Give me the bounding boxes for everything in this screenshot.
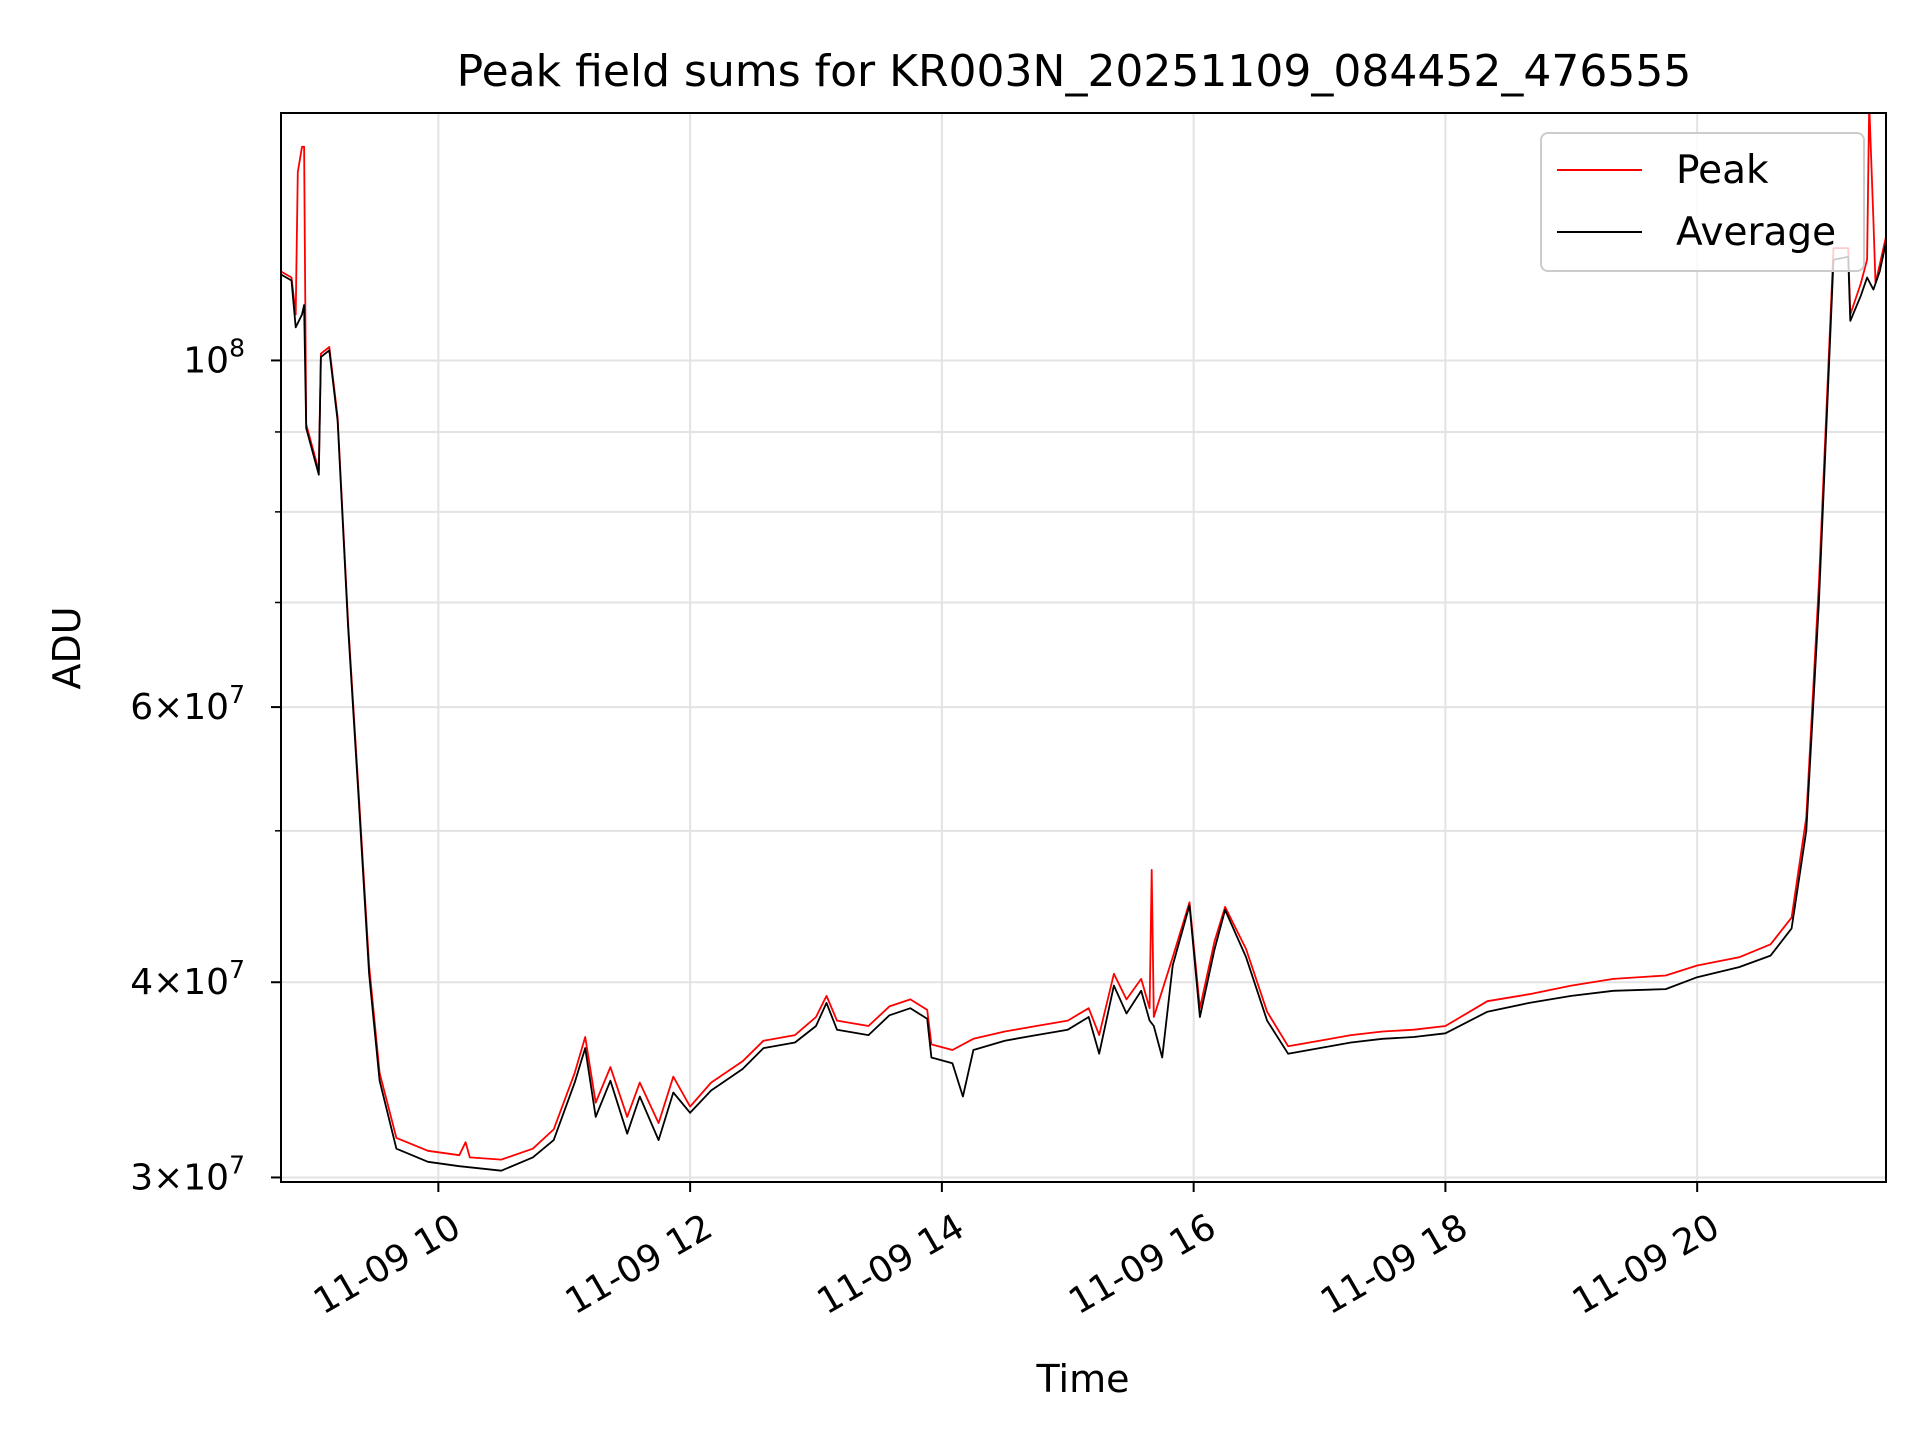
y-tick-label: 6×107 xyxy=(130,680,245,728)
series-layer xyxy=(281,113,1886,1172)
legend: Peak Average xyxy=(1540,132,1865,272)
y-tick-label: 3×107 xyxy=(130,1150,245,1198)
legend-box xyxy=(1540,132,1865,272)
legend-label-peak: Peak xyxy=(1676,148,1769,193)
series-line-peak xyxy=(281,113,1886,1161)
series-line-average xyxy=(281,242,1886,1172)
y-tick-label: 108 xyxy=(183,333,245,381)
legend-label-average: Average xyxy=(1676,210,1836,255)
y-tick-label: 4×107 xyxy=(130,955,245,1003)
y-axis-label: ADU xyxy=(45,606,89,689)
chart-title: Peak field sums for KR003N_20251109_0844… xyxy=(457,46,1692,97)
x-axis-label: Time xyxy=(1036,1357,1130,1401)
grid xyxy=(281,113,1886,1182)
plot-frame xyxy=(280,112,1887,1183)
y-axis: 3×107 4×107 6×107 108 xyxy=(130,333,281,1198)
